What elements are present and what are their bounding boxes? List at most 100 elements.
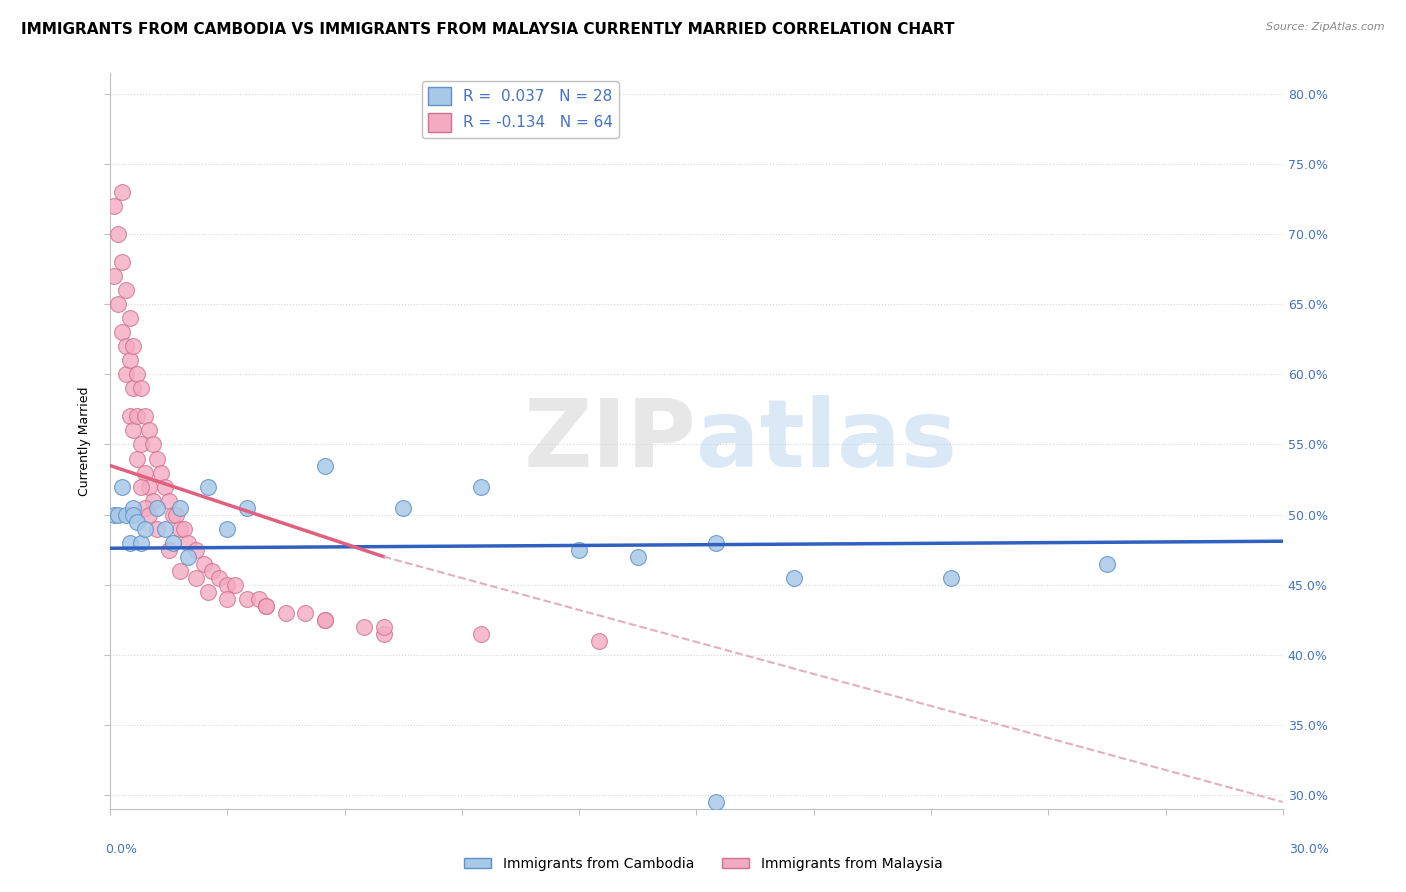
Point bbox=[184, 542, 207, 557]
Point bbox=[373, 626, 395, 640]
Point bbox=[114, 368, 136, 382]
Point bbox=[107, 227, 129, 242]
Point bbox=[162, 535, 184, 549]
Point bbox=[157, 493, 180, 508]
Point bbox=[127, 515, 149, 529]
Text: IMMIGRANTS FROM CAMBODIA VS IMMIGRANTS FROM MALAYSIA CURRENTLY MARRIED CORRELATI: IMMIGRANTS FROM CAMBODIA VS IMMIGRANTS F… bbox=[21, 22, 955, 37]
Point bbox=[254, 599, 277, 613]
Point bbox=[254, 599, 277, 613]
Point bbox=[373, 620, 395, 634]
Point bbox=[314, 613, 336, 627]
Text: 30.0%: 30.0% bbox=[1289, 843, 1329, 856]
Point bbox=[704, 795, 727, 809]
Point bbox=[146, 522, 169, 536]
Y-axis label: Currently Married: Currently Married bbox=[79, 386, 91, 496]
Point bbox=[134, 466, 156, 480]
Point bbox=[208, 571, 231, 585]
Point bbox=[314, 458, 336, 473]
Point bbox=[129, 535, 152, 549]
Point bbox=[197, 479, 219, 493]
Point bbox=[153, 479, 176, 493]
Point bbox=[247, 591, 270, 606]
Point bbox=[111, 255, 134, 269]
Point bbox=[122, 339, 145, 353]
Point bbox=[201, 564, 224, 578]
Point bbox=[103, 269, 125, 284]
Point bbox=[236, 500, 259, 515]
Point bbox=[111, 326, 134, 340]
Text: atlas: atlas bbox=[696, 395, 957, 487]
Point bbox=[314, 613, 336, 627]
Point bbox=[184, 571, 207, 585]
Point bbox=[177, 549, 200, 564]
Point bbox=[177, 535, 200, 549]
Point bbox=[142, 437, 165, 451]
Point bbox=[470, 479, 492, 493]
Point bbox=[274, 606, 297, 620]
Point bbox=[353, 620, 375, 634]
Point bbox=[134, 500, 156, 515]
Point bbox=[588, 633, 610, 648]
Point bbox=[122, 381, 145, 395]
Text: 0.0%: 0.0% bbox=[105, 843, 138, 856]
Point bbox=[129, 479, 152, 493]
Point bbox=[294, 606, 316, 620]
Point bbox=[146, 500, 169, 515]
Point bbox=[153, 522, 176, 536]
Point bbox=[197, 584, 219, 599]
Point bbox=[127, 368, 149, 382]
Point bbox=[157, 542, 180, 557]
Point bbox=[173, 522, 195, 536]
Point bbox=[129, 381, 152, 395]
Point bbox=[114, 283, 136, 297]
Point bbox=[103, 199, 125, 213]
Point bbox=[118, 535, 141, 549]
Point bbox=[138, 479, 160, 493]
Point bbox=[783, 571, 806, 585]
Point bbox=[122, 424, 145, 438]
Point bbox=[392, 500, 415, 515]
Point bbox=[138, 508, 160, 522]
Point bbox=[103, 508, 125, 522]
Point bbox=[114, 508, 136, 522]
Point bbox=[166, 508, 188, 522]
Text: ZIP: ZIP bbox=[523, 395, 696, 487]
Point bbox=[114, 339, 136, 353]
Point bbox=[127, 451, 149, 466]
Point bbox=[138, 424, 160, 438]
Point bbox=[146, 451, 169, 466]
Point bbox=[134, 522, 156, 536]
Point bbox=[149, 466, 172, 480]
Point bbox=[118, 353, 141, 368]
Point bbox=[169, 522, 191, 536]
Point bbox=[568, 542, 591, 557]
Point bbox=[162, 508, 184, 522]
Point bbox=[169, 564, 191, 578]
Point bbox=[122, 500, 145, 515]
Point bbox=[107, 297, 129, 311]
Point bbox=[134, 409, 156, 424]
Point bbox=[111, 185, 134, 199]
Point bbox=[142, 493, 165, 508]
Point bbox=[217, 577, 239, 591]
Point bbox=[127, 409, 149, 424]
Legend: R =  0.037   N = 28, R = -0.134   N = 64: R = 0.037 N = 28, R = -0.134 N = 64 bbox=[422, 80, 619, 137]
Point bbox=[111, 479, 134, 493]
Point bbox=[122, 508, 145, 522]
Point bbox=[107, 508, 129, 522]
Point bbox=[939, 571, 962, 585]
Point bbox=[1095, 557, 1118, 571]
Legend: Immigrants from Cambodia, Immigrants from Malaysia: Immigrants from Cambodia, Immigrants fro… bbox=[458, 851, 948, 876]
Point bbox=[217, 591, 239, 606]
Point bbox=[627, 549, 650, 564]
Text: Source: ZipAtlas.com: Source: ZipAtlas.com bbox=[1267, 22, 1385, 32]
Point bbox=[704, 535, 727, 549]
Point bbox=[169, 500, 191, 515]
Point bbox=[224, 577, 246, 591]
Point bbox=[470, 626, 492, 640]
Point bbox=[129, 437, 152, 451]
Point bbox=[217, 522, 239, 536]
Point bbox=[193, 557, 215, 571]
Point bbox=[118, 311, 141, 326]
Point bbox=[236, 591, 259, 606]
